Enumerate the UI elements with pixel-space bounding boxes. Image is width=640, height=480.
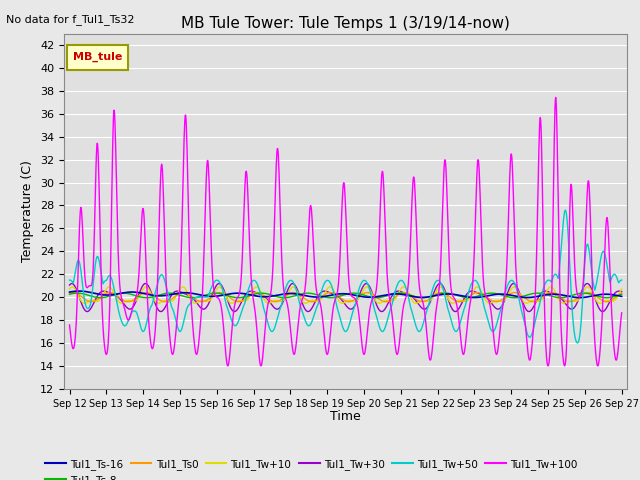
Title: MB Tule Tower: Tule Temps 1 (3/19/14-now): MB Tule Tower: Tule Temps 1 (3/19/14-now… bbox=[181, 16, 510, 31]
Legend: Tul1_Ts-16, Tul1_Ts-8, Tul1_Ts0, Tul1_Tw+10, Tul1_Tw+30, Tul1_Tw+50, Tul1_Tw+100: Tul1_Ts-16, Tul1_Ts-8, Tul1_Ts0, Tul1_Tw… bbox=[41, 455, 582, 480]
Text: No data for f_Tul1_Ts32: No data for f_Tul1_Ts32 bbox=[6, 14, 135, 25]
X-axis label: Time: Time bbox=[330, 410, 361, 423]
Text: MB_tule: MB_tule bbox=[73, 52, 122, 62]
Y-axis label: Temperature (C): Temperature (C) bbox=[22, 160, 35, 262]
